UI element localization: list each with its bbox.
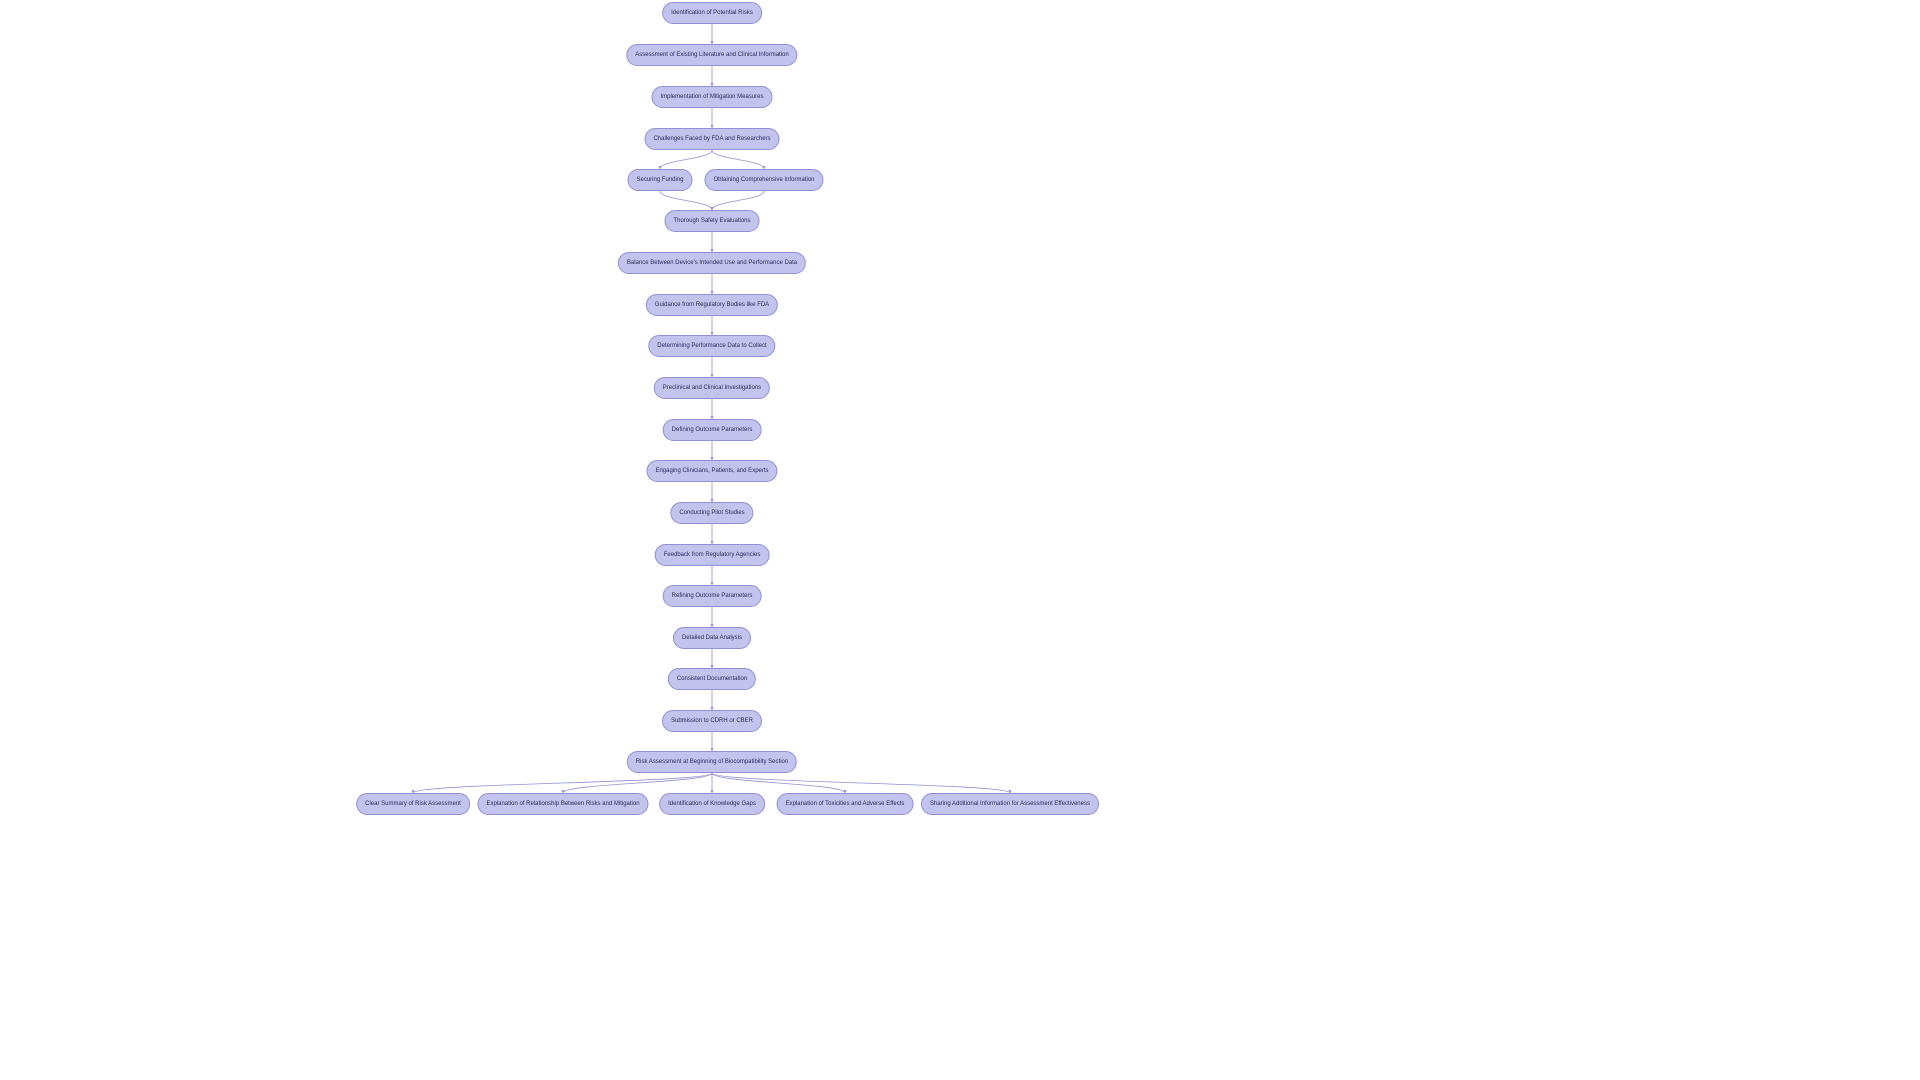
node-label: Feedback from Regulatory Agencies <box>664 552 761 558</box>
node-label: Engaging Clinicians, Patients, and Exper… <box>655 468 768 474</box>
node-label: Clear Summary of Risk Assessment <box>365 801 461 807</box>
node-label: Implementation of Mitigation Measures <box>660 94 763 100</box>
node-label: Assessment of Existing Literature and Cl… <box>635 52 788 58</box>
flowchart-node: Defining Outcome Parameters <box>663 419 762 441</box>
flowchart-edge <box>660 150 712 169</box>
node-label: Guidance from Regulatory Bodies like FDA <box>655 302 769 308</box>
flowchart-node: Preclinical and Clinical Investigations <box>654 377 770 399</box>
flowchart-edge <box>712 191 764 210</box>
flowchart-node: Engaging Clinicians, Patients, and Exper… <box>646 460 777 482</box>
flowchart-node: Clear Summary of Risk Assessment <box>356 793 470 815</box>
flowchart-edge <box>660 191 712 210</box>
flowchart-node: Submission to CDRH or CBER <box>662 710 762 732</box>
flowchart-node: Consistent Documentation <box>668 668 756 690</box>
node-label: Submission to CDRH or CBER <box>671 718 753 724</box>
flowchart-node: Thorough Safety Evaluations <box>664 210 759 232</box>
flowchart-node: Detailed Data Analysis <box>673 627 751 649</box>
flowchart-node: Refining Outcome Parameters <box>663 585 762 607</box>
flowchart-node: Identification of Knowledge Gaps <box>659 793 765 815</box>
flowchart-edge <box>563 773 712 793</box>
node-label: Explanation of Toxicities and Adverse Ef… <box>786 801 905 807</box>
node-label: Challenges Faced by FDA and Researchers <box>653 136 770 142</box>
flowchart-node: Determining Performance Data to Collect <box>648 335 775 357</box>
flowchart-node: Guidance from Regulatory Bodies like FDA <box>646 294 778 316</box>
flowchart-node: Implementation of Mitigation Measures <box>651 86 772 108</box>
flowchart-node: Identification of Potential Risks <box>662 2 762 24</box>
node-label: Refining Outcome Parameters <box>672 593 753 599</box>
flowchart-node: Explanation of Relationship Between Risk… <box>477 793 648 815</box>
flowchart-edge <box>712 773 1010 793</box>
node-label: Defining Outcome Parameters <box>672 427 753 433</box>
flowchart-node: Securing Funding <box>627 169 692 191</box>
flowchart-node: Obtaining Comprehensive Information <box>704 169 823 191</box>
node-label: Identification of Knowledge Gaps <box>668 801 756 807</box>
node-label: Thorough Safety Evaluations <box>673 218 750 224</box>
node-label: Risk Assessment at Beginning of Biocompa… <box>636 759 788 765</box>
flowchart-edge <box>712 773 845 793</box>
flowchart-edges <box>0 0 1920 1080</box>
node-label: Determining Performance Data to Collect <box>657 343 766 349</box>
flowchart-node: Sharing Additional Information for Asses… <box>921 793 1099 815</box>
node-label: Obtaining Comprehensive Information <box>713 177 814 183</box>
node-label: Securing Funding <box>636 177 683 183</box>
node-label: Consistent Documentation <box>677 676 747 682</box>
flowchart-node: Risk Assessment at Beginning of Biocompa… <box>627 751 797 773</box>
node-label: Explanation of Relationship Between Risk… <box>486 801 639 807</box>
node-label: Detailed Data Analysis <box>682 635 742 641</box>
node-label: Identification of Potential Risks <box>671 10 753 16</box>
node-label: Balance Between Device's Intended Use an… <box>627 260 797 266</box>
flowchart-node: Balance Between Device's Intended Use an… <box>618 252 806 274</box>
node-label: Sharing Additional Information for Asses… <box>930 801 1090 807</box>
node-label: Preclinical and Clinical Investigations <box>663 385 761 391</box>
flowchart-node: Explanation of Toxicities and Adverse Ef… <box>777 793 914 815</box>
flowchart-node: Challenges Faced by FDA and Researchers <box>644 128 779 150</box>
node-label: Conducting Pilot Studies <box>679 510 744 516</box>
flowchart-node: Feedback from Regulatory Agencies <box>655 544 770 566</box>
flowchart-node: Assessment of Existing Literature and Cl… <box>626 44 797 66</box>
flowchart-edge <box>413 773 712 793</box>
flowchart-node: Conducting Pilot Studies <box>670 502 753 524</box>
flowchart-edge <box>712 150 764 169</box>
